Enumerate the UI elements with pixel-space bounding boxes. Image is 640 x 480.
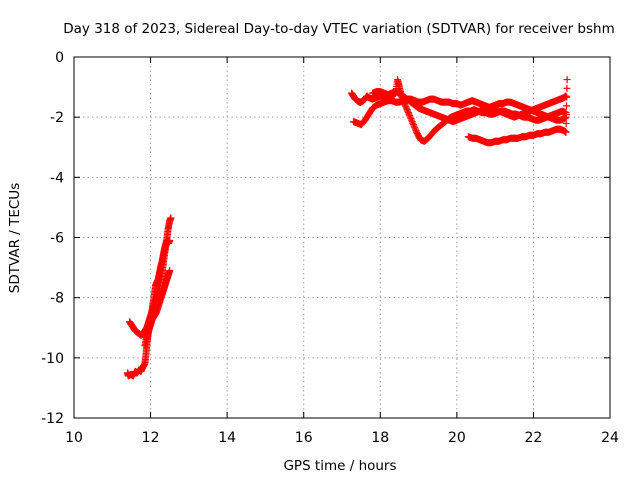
data-point-marker xyxy=(408,118,416,126)
data-point-marker xyxy=(563,84,571,92)
chart-title: Day 318 of 2023, Sidereal Day-to-day VTE… xyxy=(63,21,614,37)
data-point-marker xyxy=(411,124,419,132)
x-tick-label: 22 xyxy=(525,430,543,446)
data-point-marker xyxy=(410,122,418,130)
y-tick-label: 0 xyxy=(55,50,64,66)
x-tick-label: 10 xyxy=(65,430,83,446)
data-point-marker xyxy=(406,112,414,120)
data-point-marker xyxy=(167,214,175,222)
data-point-marker xyxy=(407,115,415,123)
y-tick-label: -10 xyxy=(41,351,64,367)
y-tick-label: -6 xyxy=(50,231,64,247)
x-tick-label: 18 xyxy=(371,430,389,446)
data-point-marker xyxy=(405,110,413,118)
data-point-marker xyxy=(404,107,412,115)
y-tick-label: -12 xyxy=(41,411,64,427)
x-tick-label: 20 xyxy=(448,430,466,446)
x-axis-label: GPS time / hours xyxy=(283,458,396,474)
axis-ticks: 10 12 14 16 18 20 22 24 0 -2 -4 -6 -8 -10 -12 xyxy=(41,50,619,446)
series-segment-2-track-c xyxy=(369,88,570,126)
data-point-marker xyxy=(562,111,570,119)
data-point-marker xyxy=(404,109,412,117)
y-tick-label: -2 xyxy=(50,110,64,126)
series-segment-1-track-b xyxy=(126,214,175,339)
data-point-marker xyxy=(409,121,417,129)
y-tick-label: -4 xyxy=(50,170,64,186)
data-point-marker xyxy=(406,113,414,121)
data-points xyxy=(124,76,571,380)
data-point-marker xyxy=(409,119,417,127)
data-point-marker xyxy=(562,92,570,100)
data-point-marker xyxy=(403,106,411,114)
data-point-marker xyxy=(402,104,410,112)
data-point-marker xyxy=(402,103,410,111)
x-tick-label: 14 xyxy=(218,430,236,446)
data-point-marker xyxy=(166,267,174,275)
data-point-marker xyxy=(563,76,571,84)
x-tick-label: 24 xyxy=(601,430,619,446)
x-tick-label: 16 xyxy=(295,430,313,446)
data-point-marker xyxy=(411,125,419,133)
y-tick-label: -8 xyxy=(50,291,64,307)
series-segment-1-track-c xyxy=(141,267,174,350)
data-point-marker xyxy=(562,128,570,136)
x-tick-label: 12 xyxy=(142,430,160,446)
data-point-marker xyxy=(408,116,416,124)
series-segment-2-track-d xyxy=(464,76,571,147)
data-point-marker xyxy=(562,119,570,127)
y-axis-label: SDTVAR / TECUs xyxy=(7,183,23,293)
data-point-marker xyxy=(563,93,571,101)
data-point-marker xyxy=(563,102,571,110)
